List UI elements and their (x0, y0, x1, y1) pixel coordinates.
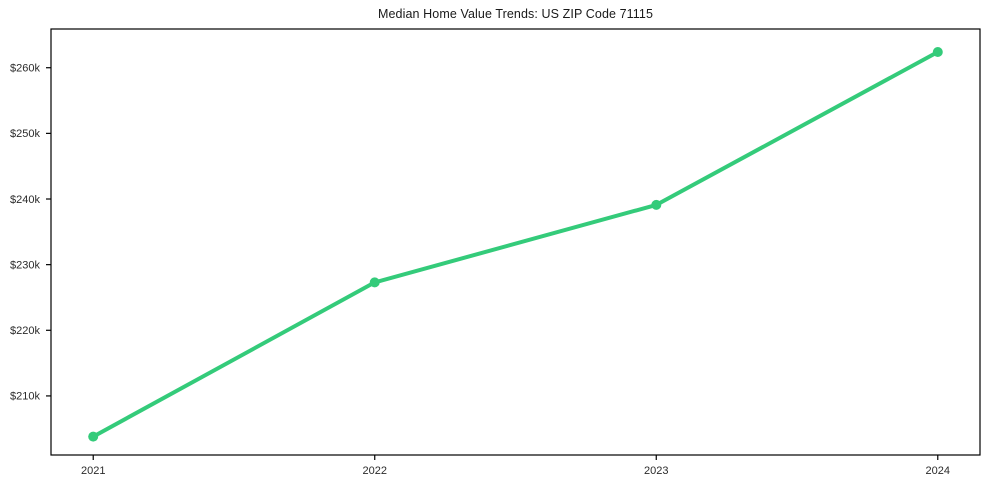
data-point-marker (932, 47, 943, 57)
y-tick-label: $230k (10, 259, 40, 271)
x-tick-label: 2022 (363, 465, 387, 477)
y-tick-label: $240k (10, 194, 40, 206)
y-tick-label: $220k (10, 325, 40, 337)
x-tick-label: 2024 (926, 465, 950, 477)
data-point-marker (651, 199, 662, 210)
data-point-marker (88, 431, 99, 442)
data-point-marker (369, 277, 380, 288)
x-tick-label: 2021 (81, 465, 105, 477)
x-tick-label: 2023 (644, 465, 668, 477)
trend-line (91, 50, 940, 439)
chart-title: Median Home Value Trends: US ZIP Code 71… (377, 7, 654, 21)
y-tick-label: $250k (10, 128, 40, 140)
y-tick-label: $260k (10, 63, 40, 75)
y-tick-label: $210k (10, 391, 40, 403)
